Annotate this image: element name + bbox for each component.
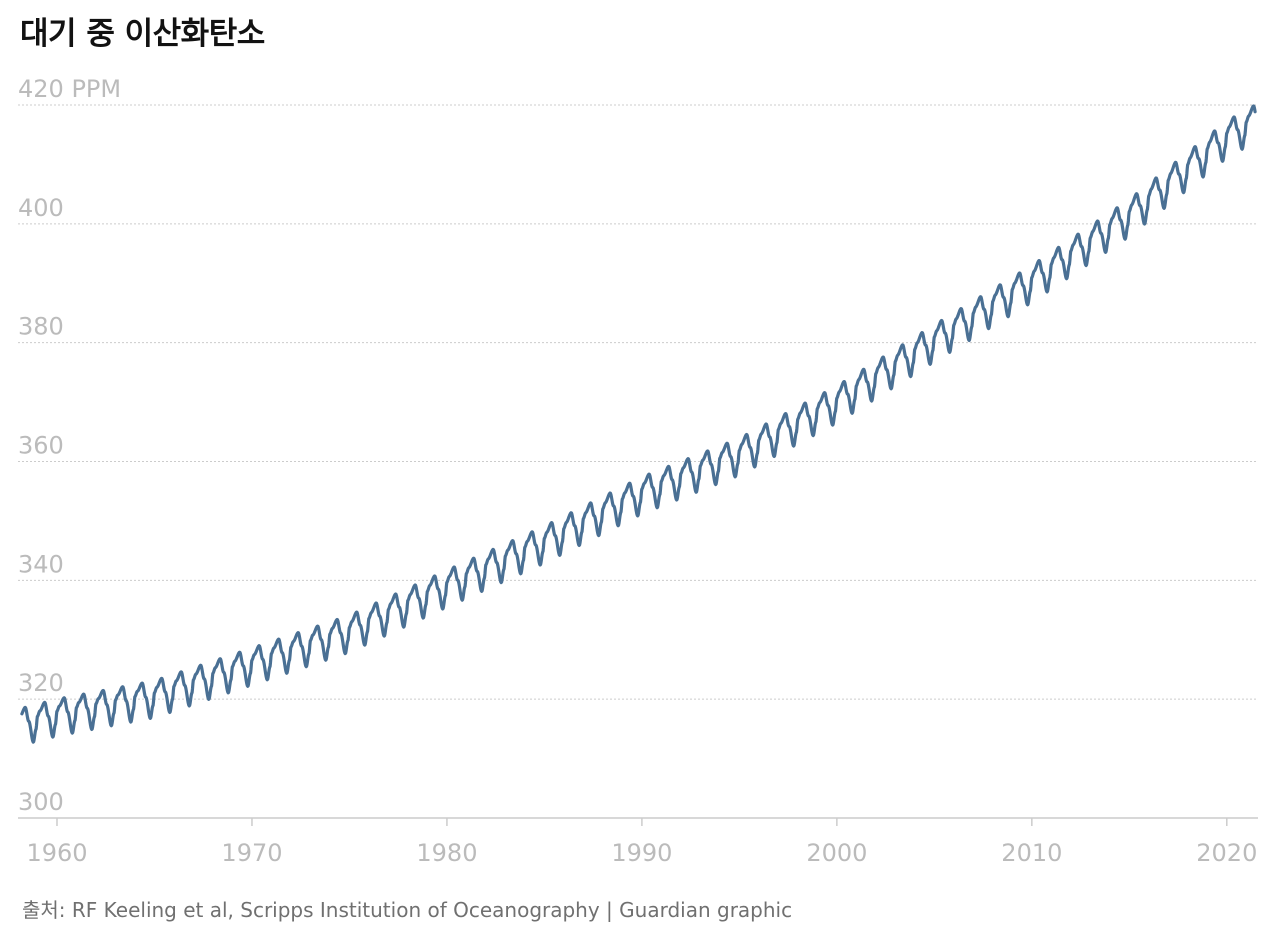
- y-tick-label-420: 420 PPM: [18, 75, 121, 103]
- x-tick-label-2020: 2020: [1196, 839, 1257, 867]
- y-tick-label-320: 320: [18, 669, 64, 697]
- x-tick-label-1990: 1990: [611, 839, 672, 867]
- y-axis-ticks: 300 320 340 360 380 400 420 PPM: [18, 75, 121, 816]
- chart-title: 대기 중 이산화탄소: [20, 16, 265, 52]
- x-tick-label-1960: 1960: [26, 839, 87, 867]
- y-tick-label-300: 300: [18, 788, 64, 816]
- x-tick-label-1970: 1970: [221, 839, 282, 867]
- x-tick-label-1980: 1980: [416, 839, 477, 867]
- x-tick-label-2010: 2010: [1001, 839, 1062, 867]
- x-tick-label-2000: 2000: [806, 839, 867, 867]
- y-tick-label-340: 340: [18, 550, 64, 578]
- y-tick-label-400: 400: [18, 194, 64, 222]
- co2-series-line: [20, 104, 1257, 744]
- grid-lines: [18, 104, 1258, 700]
- y-tick-label-360: 360: [18, 432, 64, 460]
- x-axis-ticks: 1960 1970 1980 1990 2000 2010 2020: [26, 818, 1257, 867]
- source-credit: 출처: RF Keeling et al, Scripps Institutio…: [22, 898, 793, 922]
- y-tick-label-380: 380: [18, 313, 64, 341]
